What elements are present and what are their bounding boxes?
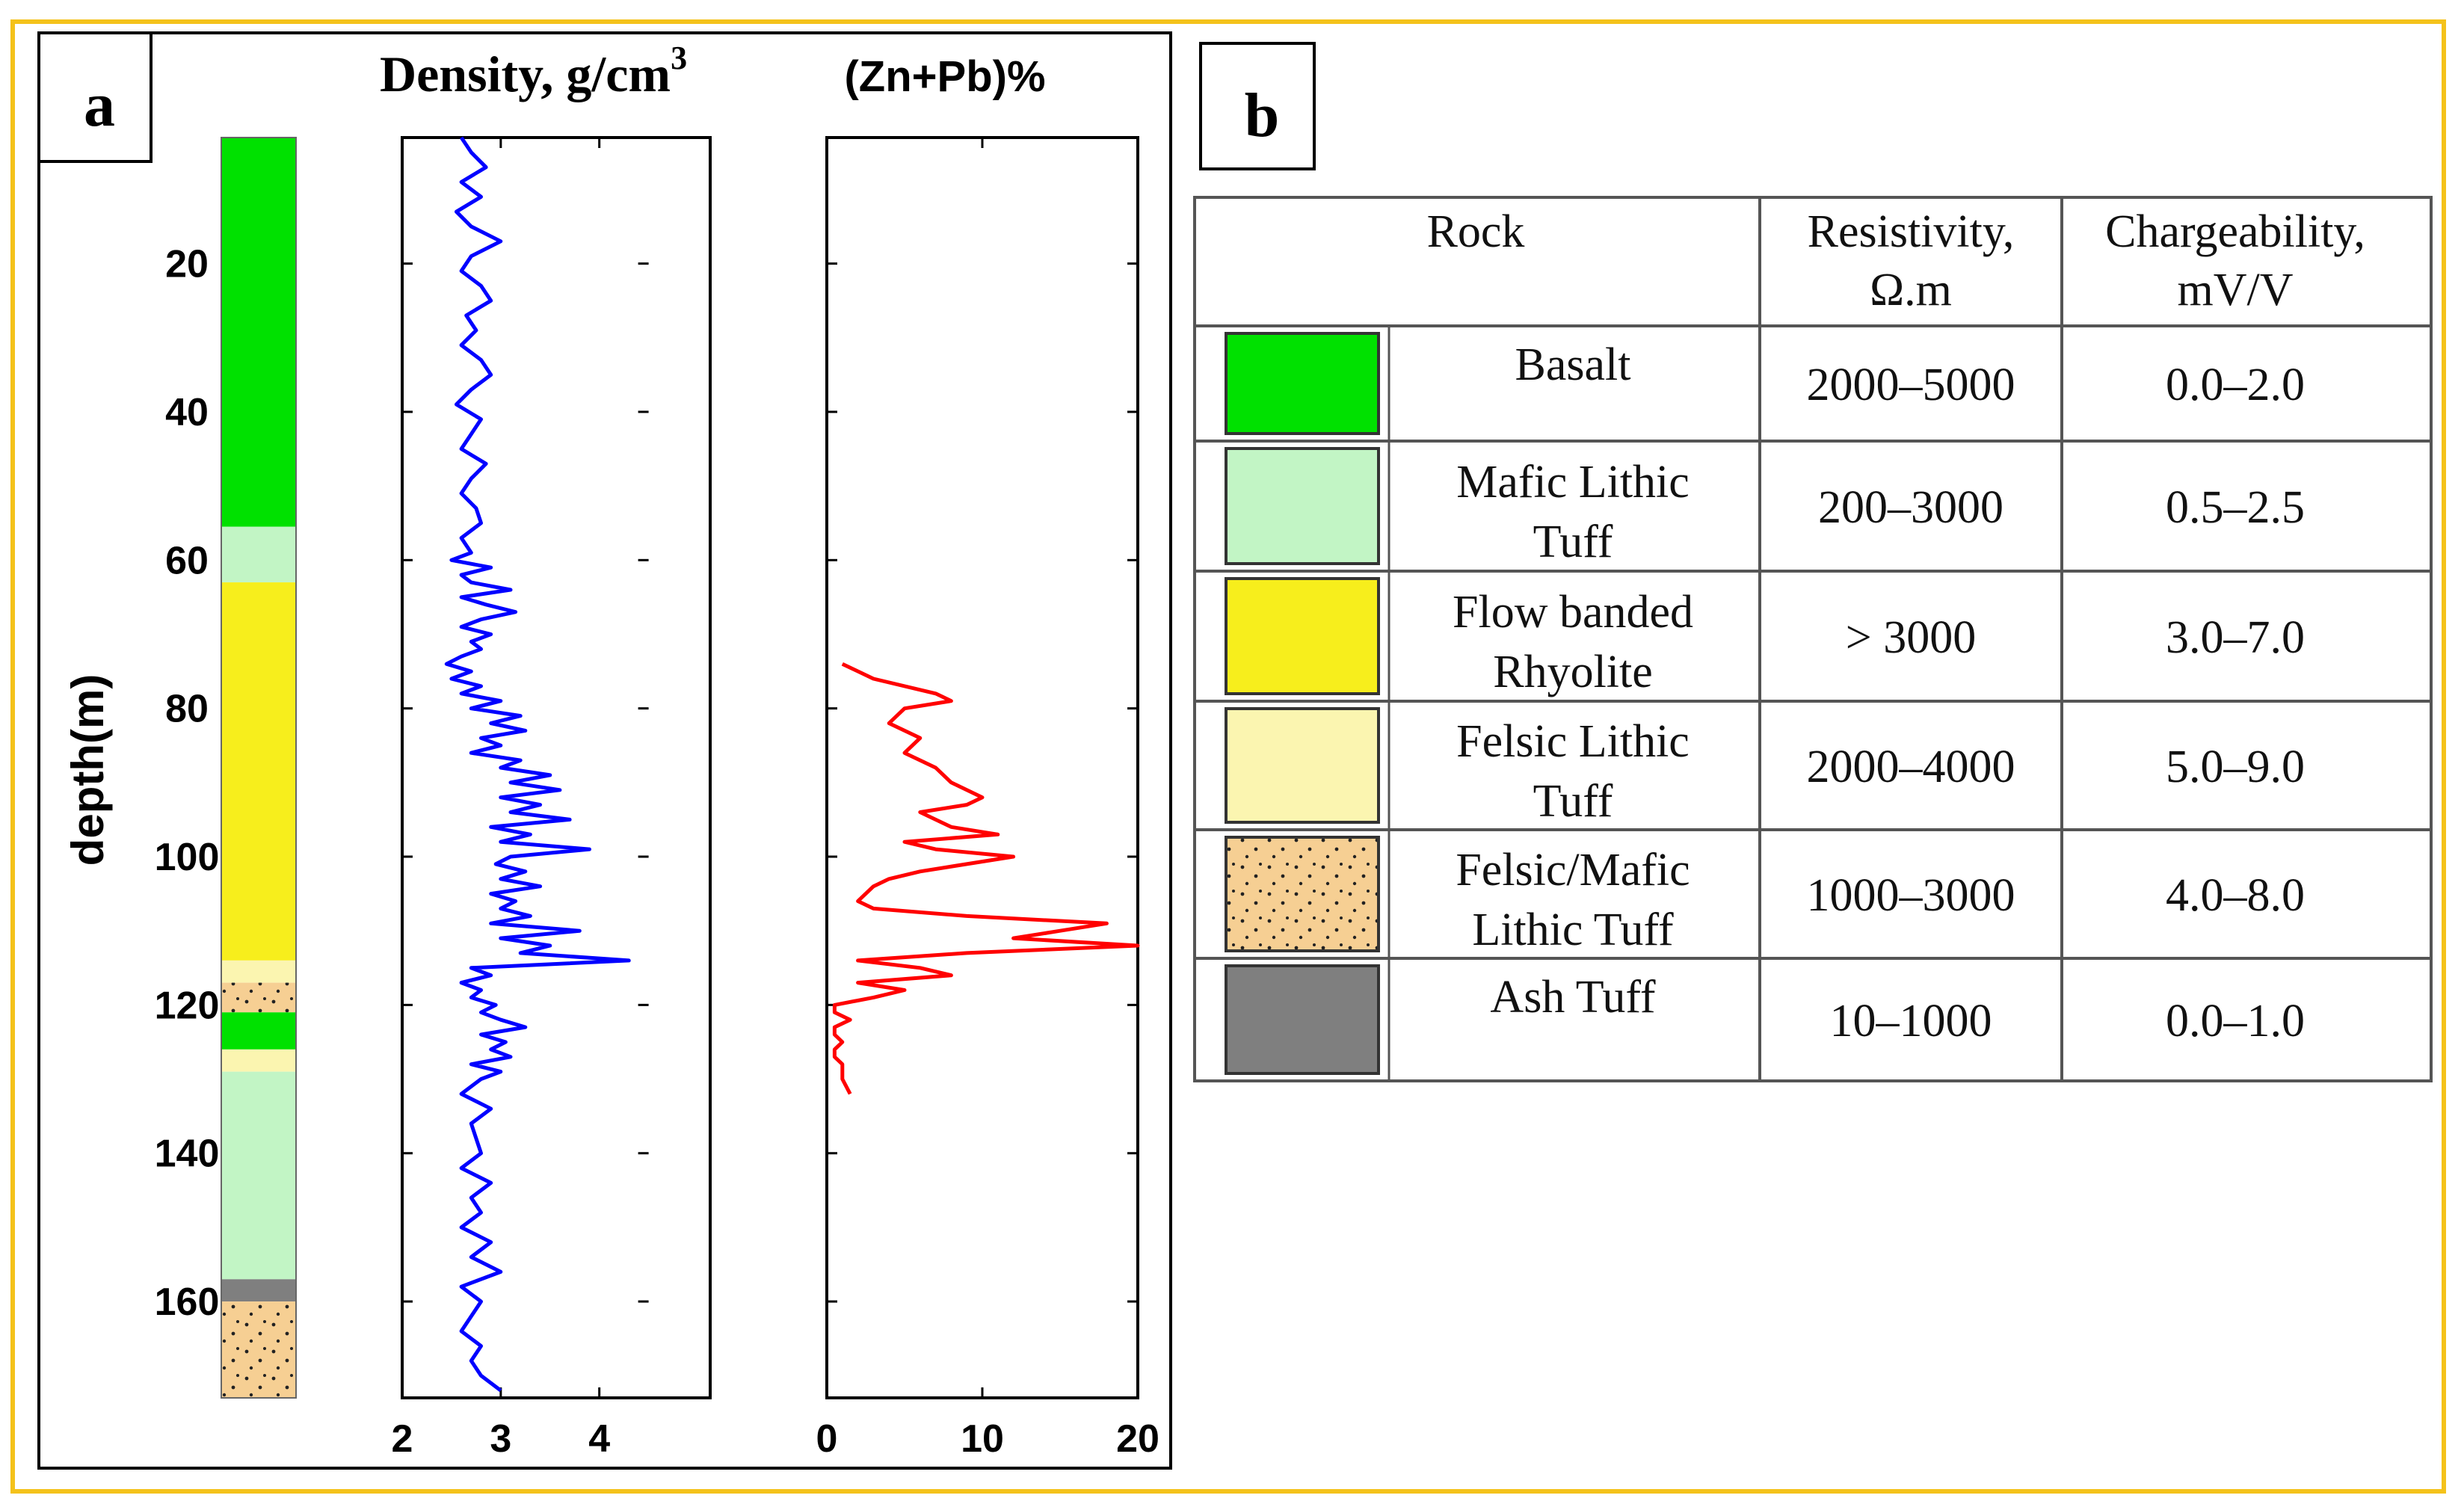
rock-swatch bbox=[1225, 447, 1380, 565]
rock-swatch bbox=[1225, 332, 1380, 435]
density-axes bbox=[401, 136, 712, 1399]
znpb-curve-group bbox=[832, 662, 1140, 1095]
panel-b-label: b bbox=[1245, 81, 1280, 150]
panel-a-frame bbox=[37, 31, 1172, 1470]
depth-tick-label: 120 bbox=[155, 984, 220, 1027]
density-ticks: 2 3 4 bbox=[392, 138, 649, 1461]
rock-swatch bbox=[1225, 707, 1380, 824]
x-tick-label: 20 bbox=[1116, 1417, 1159, 1461]
lithology-interval bbox=[221, 526, 296, 583]
resistivity-value: 2000–5000 bbox=[1807, 360, 2015, 410]
rock-name: Mafic Lithic bbox=[1456, 457, 1690, 508]
header-resistivity: Resistivity, bbox=[1808, 206, 2015, 257]
table-rows: Basalt 2000–5000 0.0–2.0 Mafic Lithic Tuff 20… bbox=[1225, 332, 2305, 1075]
depth-tick-label: 160 bbox=[155, 1281, 220, 1324]
lithology-column bbox=[221, 137, 297, 1399]
lithology-interval bbox=[221, 138, 296, 527]
header-resistivity-unit: Ω.m bbox=[1870, 265, 1952, 315]
density-curve bbox=[444, 136, 631, 1393]
depth-tick-labels: 20 40 60 80 100 120 140 160 bbox=[155, 243, 220, 1324]
rock-name-line2: Lithic Tuff bbox=[1472, 905, 1674, 955]
lithology-interval bbox=[221, 1012, 296, 1050]
x-tick-label: 10 bbox=[961, 1417, 1004, 1461]
x-tick-label: 2 bbox=[392, 1417, 413, 1461]
header-rock: Rock bbox=[1427, 206, 1525, 257]
znpb-axes bbox=[825, 136, 1139, 1399]
resistivity-value: 2000–4000 bbox=[1807, 742, 2015, 792]
znpb-title: (Zn+Pb)% bbox=[844, 52, 1045, 101]
depth-tick-label: 140 bbox=[155, 1132, 220, 1176]
chargeability-value: 0.0–2.0 bbox=[2166, 360, 2305, 410]
x-tick-label: 3 bbox=[490, 1417, 511, 1461]
rock-swatch bbox=[1225, 577, 1380, 695]
header-chargeability-unit: mV/V bbox=[2178, 265, 2294, 315]
rock-name: Basalt bbox=[1515, 339, 1631, 390]
panel-a-label-box bbox=[37, 31, 153, 163]
figure-border bbox=[10, 19, 2446, 1494]
chargeability-value: 3.0–7.0 bbox=[2166, 612, 2305, 663]
rock-swatch bbox=[1225, 964, 1380, 1075]
lithology-interval bbox=[221, 1071, 296, 1280]
lithology-interval bbox=[221, 982, 296, 1013]
depth-tick-label: 40 bbox=[165, 391, 209, 434]
rock-name: Flow banded bbox=[1453, 587, 1693, 638]
lithology-interval bbox=[221, 1049, 296, 1072]
rock-name: Ash Tuff bbox=[1490, 972, 1656, 1023]
rock-property-table: Rock Resistivity, Ω.m Chargeability, mV/… bbox=[1193, 196, 2433, 1082]
header-chargeability: Chargeability, bbox=[2105, 206, 2365, 257]
resistivity-value: > 3000 bbox=[1846, 612, 1976, 663]
rock-name: Felsic/Mafic bbox=[1456, 845, 1690, 896]
lithology-interval bbox=[221, 960, 296, 983]
lithology-interval bbox=[221, 1279, 296, 1302]
znpb-ticks: 0 10 20 bbox=[816, 138, 1159, 1461]
resistivity-value: 1000–3000 bbox=[1807, 870, 2015, 921]
depth-tick-label: 60 bbox=[165, 539, 209, 582]
table-border bbox=[1193, 196, 2433, 1082]
lithology-interval bbox=[221, 1301, 296, 1398]
density-curve-group bbox=[444, 136, 631, 1393]
x-tick-label: 0 bbox=[816, 1417, 838, 1461]
chargeability-value: 4.0–8.0 bbox=[2166, 870, 2305, 921]
x-tick-label: 4 bbox=[588, 1417, 610, 1461]
lithology-interval bbox=[221, 582, 296, 961]
density-title: Density, g/cm3 bbox=[380, 40, 687, 102]
panel-b-label-box bbox=[1199, 42, 1316, 170]
chargeability-value: 5.0–9.0 bbox=[2166, 742, 2305, 792]
depth-tick-label: 100 bbox=[155, 836, 220, 879]
znpb-curve bbox=[832, 662, 1140, 1095]
rock-name-line2: Tuff bbox=[1533, 776, 1613, 827]
lithology-column-border bbox=[221, 137, 297, 1399]
panel-a-label: a bbox=[84, 70, 115, 140]
resistivity-value: 200–3000 bbox=[1818, 482, 2003, 533]
depth-axis-label: depth(m) bbox=[63, 674, 113, 866]
rock-name-line2: Rhyolite bbox=[1493, 647, 1653, 697]
resistivity-value: 10–1000 bbox=[1830, 996, 1992, 1047]
depth-tick-label: 20 bbox=[165, 243, 209, 286]
rock-name: Felsic Lithic bbox=[1456, 716, 1690, 767]
rock-name-line2: Tuff bbox=[1533, 517, 1613, 567]
chargeability-value: 0.0–1.0 bbox=[2166, 996, 2305, 1047]
chargeability-value: 0.5–2.5 bbox=[2166, 482, 2305, 533]
rock-swatch bbox=[1225, 836, 1380, 952]
depth-tick-label: 80 bbox=[165, 688, 209, 731]
